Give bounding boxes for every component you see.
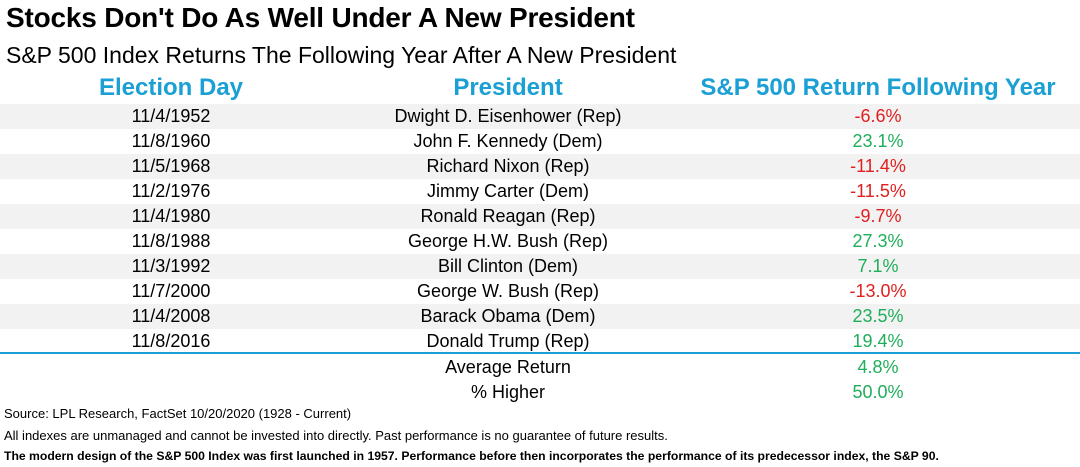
table-row: 11/3/1992 Bill Clinton (Dem) 7.1% xyxy=(0,254,1080,279)
president-cell: Bill Clinton (Dem) xyxy=(437,256,579,276)
election-date-cell: 11/8/2016 xyxy=(131,331,211,351)
election-date-cell: 11/8/1988 xyxy=(131,231,211,251)
summary-section: Average Return 4.8% % Higher 50.0% xyxy=(0,355,1080,405)
election-date-cell: 11/4/2008 xyxy=(131,306,211,326)
column-header-election-day: Election Day xyxy=(98,74,244,101)
election-date-cell: 11/7/2000 xyxy=(131,281,211,301)
election-date-cell: 11/4/1980 xyxy=(131,206,211,226)
column-header-president: President xyxy=(453,74,563,101)
return-value-cell: 23.1% xyxy=(852,131,904,151)
return-value-cell: -9.7% xyxy=(854,206,902,226)
summary-row: % Higher 50.0% xyxy=(0,380,1080,405)
table-row: 11/7/2000 George W. Bush (Rep) -13.0% xyxy=(0,279,1080,304)
return-value-cell: -6.6% xyxy=(854,106,902,126)
president-cell: George H.W. Bush (Rep) xyxy=(407,231,609,251)
table-row: 11/8/1988 George H.W. Bush (Rep) 27.3% xyxy=(0,229,1080,254)
summary-label: Average Return xyxy=(445,357,571,377)
table-row: 11/4/1980 Ronald Reagan (Rep) -9.7% xyxy=(0,204,1080,229)
president-cell: Barack Obama (Dem) xyxy=(420,306,596,326)
summary-label: % Higher xyxy=(470,382,546,402)
table-row: 11/8/1960 John F. Kennedy (Dem) 23.1% xyxy=(0,129,1080,154)
chart-title: Stocks Don't Do As Well Under A New Pres… xyxy=(6,2,635,33)
election-date-cell: 11/2/1976 xyxy=(131,181,211,201)
election-date-cell: 11/5/1968 xyxy=(131,156,211,176)
table-row: 11/8/2016 Donald Trump (Rep) 19.4% xyxy=(0,329,1080,354)
source-note: Source: LPL Research, FactSet 10/20/2020… xyxy=(4,406,352,421)
president-cell: Donald Trump (Rep) xyxy=(426,331,590,351)
election-date-cell: 11/3/1992 xyxy=(131,256,211,276)
summary-value: 50.0% xyxy=(852,382,904,402)
chart-subtitle: S&P 500 Index Returns The Following Year… xyxy=(6,42,677,68)
return-value-cell: 19.4% xyxy=(852,331,904,351)
summary-value: 4.8% xyxy=(857,357,899,377)
disclaimer-note: All indexes are unmanaged and cannot be … xyxy=(4,428,668,443)
election-date-cell: 11/8/1960 xyxy=(131,131,211,151)
election-date-cell: 11/4/1952 xyxy=(131,106,211,126)
return-value-cell: -11.4% xyxy=(850,156,906,176)
return-value-cell: -11.5% xyxy=(850,181,906,201)
table-row: 11/2/1976 Jimmy Carter (Dem) -11.5% xyxy=(0,179,1080,204)
return-value-cell: 23.5% xyxy=(852,306,904,326)
return-value-cell: 27.3% xyxy=(852,231,904,251)
return-value-cell: 7.1% xyxy=(857,256,899,276)
index-history-note: The modern design of the S&P 500 Index w… xyxy=(4,449,939,463)
president-cell: John F. Kennedy (Dem) xyxy=(413,131,603,151)
table-row: 11/4/1952 Dwight D. Eisenhower (Rep) -6.6% xyxy=(0,104,1080,129)
table-row: 11/4/2008 Barack Obama (Dem) 23.5% xyxy=(0,304,1080,329)
column-header-return: S&P 500 Return Following Year xyxy=(700,74,1056,101)
president-cell: George W. Bush (Rep) xyxy=(416,281,600,301)
summary-row: Average Return 4.8% xyxy=(0,355,1080,380)
president-cell: Jimmy Carter (Dem) xyxy=(427,181,589,201)
president-cell: Dwight D. Eisenhower (Rep) xyxy=(394,106,622,126)
data-table-body: 11/4/1952 Dwight D. Eisenhower (Rep) -6.6%… xyxy=(0,104,1080,354)
return-value-cell: -13.0% xyxy=(849,281,907,301)
table-row: 11/5/1968 Richard Nixon (Rep) -11.4% xyxy=(0,154,1080,179)
president-cell: Richard Nixon (Rep) xyxy=(426,156,590,176)
president-cell: Ronald Reagan (Rep) xyxy=(420,206,596,226)
table-divider xyxy=(0,352,1080,354)
